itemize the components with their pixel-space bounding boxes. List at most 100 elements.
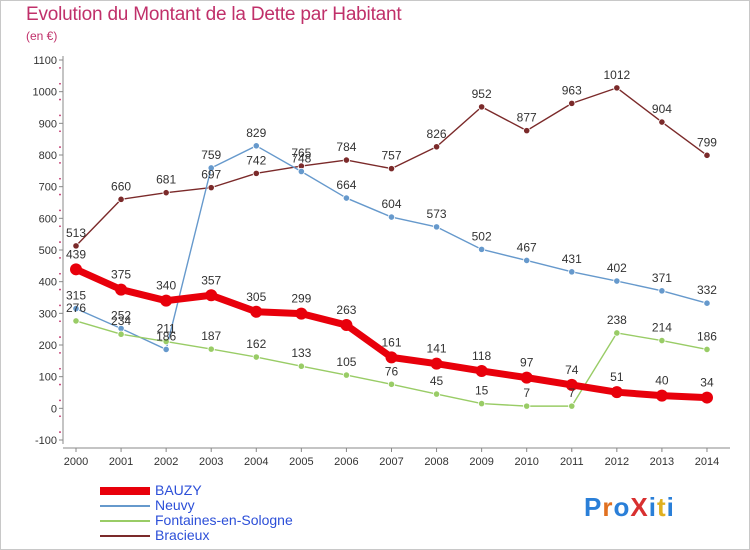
data-label: 829	[246, 126, 266, 140]
data-label: 748	[291, 151, 311, 165]
data-point	[432, 390, 441, 398]
data-label: 759	[201, 148, 221, 162]
data-point	[342, 194, 351, 202]
data-point	[162, 345, 170, 354]
data-point	[342, 371, 351, 379]
data-point	[658, 336, 666, 345]
data-point	[432, 223, 441, 231]
logo-letter: i	[667, 492, 675, 522]
legend-item: Bracieux	[100, 527, 360, 543]
y-minor-tick	[59, 146, 61, 148]
x-tick-label: 2001	[109, 456, 133, 468]
y-minor-tick	[59, 257, 61, 259]
x-tick-label: 2007	[379, 456, 403, 468]
logo-letter: i	[649, 492, 657, 522]
y-minor-tick	[59, 288, 61, 291]
y-minor-tick	[59, 193, 61, 196]
data-label: 765	[291, 146, 311, 160]
data-point	[520, 371, 533, 384]
data-point	[655, 389, 668, 402]
data-label: 40	[655, 374, 669, 388]
data-label: 757	[381, 149, 401, 163]
proxiti-logo-text: ProXiti	[584, 492, 675, 522]
data-label: 186	[697, 329, 717, 343]
logo-letter: P	[584, 492, 602, 522]
y-minor-tick	[59, 399, 61, 402]
data-point	[430, 357, 443, 370]
data-label: 45	[430, 374, 444, 388]
y-minor-tick	[59, 114, 61, 117]
data-label: 357	[201, 273, 221, 287]
logo-letter: r	[602, 492, 613, 522]
y-tick-label: 400	[39, 277, 57, 289]
x-tick-label: 2003	[199, 456, 223, 468]
data-label: 573	[427, 207, 447, 221]
data-point	[115, 283, 128, 296]
y-minor-tick	[59, 130, 61, 133]
data-point	[523, 127, 531, 135]
data-point	[72, 242, 80, 250]
y-minor-tick	[59, 431, 61, 433]
data-point	[610, 386, 623, 399]
data-label: 234	[111, 314, 131, 328]
data-label: 1012	[603, 68, 630, 82]
x-tick-label: 2000	[64, 456, 88, 468]
y-tick-label: 900	[39, 118, 57, 130]
y-minor-tick	[59, 336, 61, 338]
data-label: 664	[336, 178, 356, 192]
data-label: 74	[565, 363, 579, 377]
data-point	[342, 156, 351, 164]
y-minor-tick	[59, 82, 61, 85]
data-label: 502	[472, 229, 492, 243]
data-label: 76	[385, 364, 399, 378]
y-minor-tick	[59, 367, 61, 370]
x-tick-label: 2008	[424, 456, 448, 468]
data-label: 7	[523, 386, 530, 400]
y-minor-tick	[59, 209, 61, 212]
x-tick-label: 2012	[605, 456, 629, 468]
data-label: 34	[700, 376, 714, 390]
data-label: 431	[562, 252, 582, 266]
data-label: 15	[475, 384, 489, 398]
data-point	[700, 391, 713, 404]
data-point	[252, 353, 260, 361]
data-label: 697	[201, 168, 221, 182]
data-point	[568, 99, 576, 107]
data-label: 186	[156, 329, 176, 343]
y-tick-label: 700	[39, 182, 57, 194]
y-minor-tick	[59, 320, 61, 323]
legend-label: BAUZY	[155, 482, 202, 498]
y-tick-label: 200	[39, 340, 57, 352]
x-tick-label: 2013	[650, 456, 674, 468]
y-minor-tick	[59, 383, 61, 386]
data-point	[117, 330, 125, 338]
data-point	[387, 380, 396, 388]
data-label: 276	[66, 301, 86, 315]
data-label: 105	[336, 355, 356, 369]
data-label: 375	[111, 268, 131, 282]
y-tick-label: 300	[39, 308, 57, 320]
data-label: 340	[156, 279, 176, 293]
data-label: 604	[381, 197, 401, 211]
data-label: 952	[472, 87, 492, 101]
x-tick-label: 2011	[560, 456, 584, 468]
data-label: 681	[156, 173, 176, 187]
data-label: 133	[291, 346, 311, 360]
data-label: 826	[427, 127, 447, 141]
data-point	[478, 399, 486, 408]
y-minor-tick	[59, 352, 61, 354]
data-label: 187	[201, 329, 221, 343]
data-point	[658, 287, 666, 295]
logo-letter: X	[630, 492, 648, 522]
data-point	[70, 263, 82, 276]
data-point	[297, 167, 305, 176]
y-tick-label: 0	[51, 403, 57, 415]
data-label: 51	[610, 370, 624, 384]
y-minor-tick	[59, 415, 61, 418]
data-label: 263	[336, 303, 356, 317]
data-point	[568, 402, 576, 410]
y-minor-tick	[59, 241, 61, 243]
legend-item: BAUZY	[100, 482, 360, 498]
data-point	[387, 165, 396, 173]
data-label: 799	[697, 135, 717, 149]
